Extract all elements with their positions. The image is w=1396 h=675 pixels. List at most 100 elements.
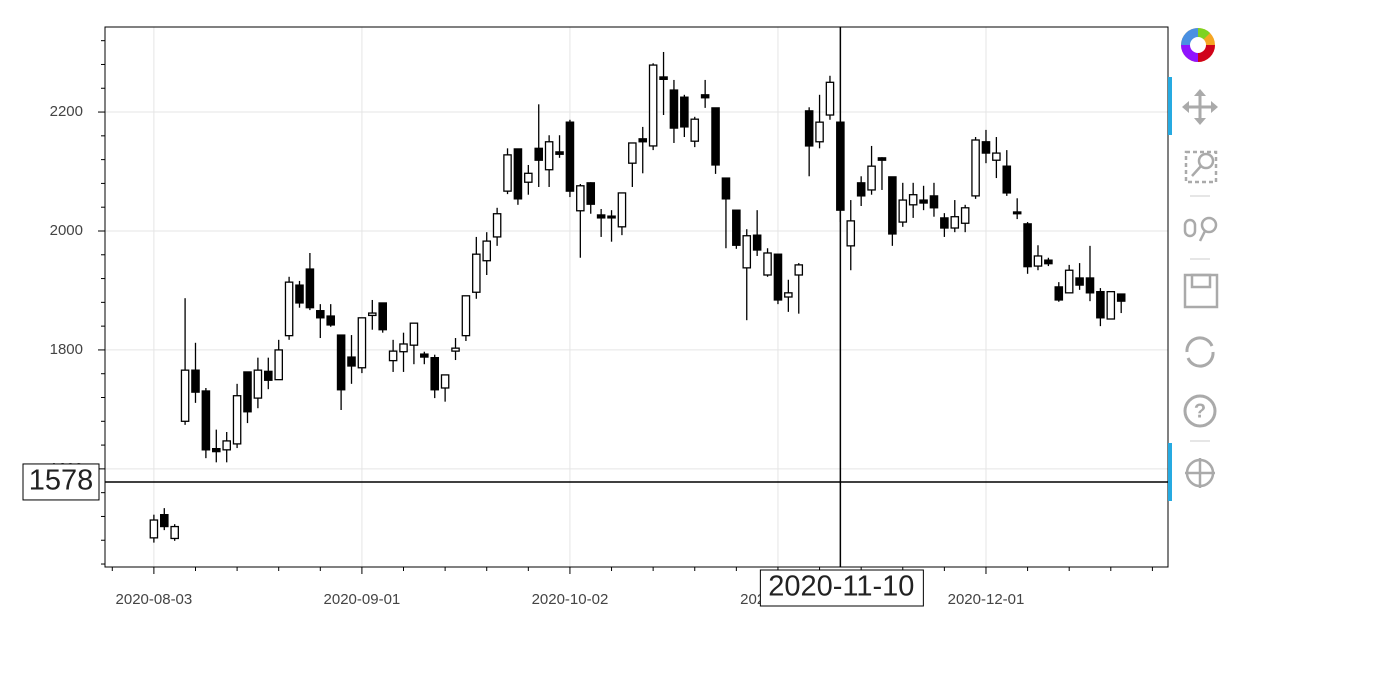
crosshair-y-label: 1578 — [29, 465, 94, 497]
candle-body — [253, 369, 263, 399]
axes: 16001800200022002020-08-032020-09-012020… — [50, 40, 1153, 608]
candle-body — [170, 525, 179, 540]
candle-body — [326, 315, 335, 326]
candle-body — [617, 192, 627, 228]
candle-body — [992, 152, 1001, 161]
candle-body — [877, 157, 887, 161]
reset-tool[interactable] — [1185, 336, 1215, 368]
wheel-zoom-tool[interactable] — [1183, 216, 1218, 242]
candle-body — [420, 353, 429, 358]
candle-body — [919, 199, 928, 204]
candle-body — [763, 252, 772, 276]
candle-body — [180, 369, 190, 422]
candle-body — [576, 185, 585, 212]
candle-body — [336, 334, 346, 391]
candle-body — [773, 253, 783, 301]
candle-body — [399, 343, 408, 353]
candle-body — [222, 440, 231, 451]
candle-body — [752, 234, 762, 251]
candle-body — [191, 369, 200, 393]
crosshair-x-label: 2020-11-10 — [768, 571, 914, 603]
candle-body — [856, 182, 866, 197]
candle-body — [378, 302, 388, 331]
candle-body — [524, 172, 533, 183]
candle-body — [461, 295, 471, 337]
candle-body — [1085, 277, 1095, 294]
y-tick-label: 2000 — [50, 222, 83, 239]
candle-body — [940, 217, 949, 229]
candle-body — [274, 349, 283, 381]
candle-body — [628, 142, 637, 164]
candle-body — [794, 264, 804, 276]
candle-body — [1096, 290, 1105, 319]
toolbar: ? — [1168, 28, 1219, 501]
candle-body — [1002, 165, 1012, 194]
candle-body — [440, 374, 450, 389]
candle-body — [555, 151, 564, 155]
candle-body — [669, 89, 679, 129]
candle-body — [898, 199, 908, 223]
candle-body — [960, 207, 970, 224]
candle-body — [451, 347, 460, 352]
candle-body — [638, 138, 648, 143]
candle-body — [971, 139, 980, 197]
candle-body — [295, 284, 304, 304]
candle-body — [159, 514, 169, 528]
box-zoom-tool[interactable] — [1184, 150, 1218, 184]
candle-body — [492, 213, 502, 238]
candle-body — [1075, 277, 1084, 286]
candle-body — [482, 240, 492, 262]
candle-body — [316, 310, 325, 319]
bokeh-logo — [1181, 28, 1215, 62]
candle-body — [357, 317, 367, 369]
candle-body — [908, 194, 918, 206]
candle-body — [711, 107, 720, 166]
crosshair: 1578 2020-11-10 — [22, 27, 1168, 607]
candle-body — [846, 220, 856, 247]
candle-body — [867, 165, 876, 191]
candle-body — [607, 215, 616, 219]
candle-body — [388, 350, 398, 362]
candle-body — [659, 76, 668, 80]
candle-body — [534, 147, 544, 161]
candle-body — [409, 322, 419, 346]
candle-body — [1044, 259, 1053, 265]
candle-body — [430, 357, 440, 391]
candle-body — [721, 177, 731, 200]
save-tool[interactable] — [1183, 273, 1219, 309]
candle-body — [700, 94, 710, 99]
candle-body — [1054, 286, 1064, 301]
crosshair-x-box — [759, 569, 924, 607]
active-indicator — [1168, 77, 1172, 135]
candle-body — [888, 176, 897, 235]
x-tick-label: 2020-09-01 — [324, 591, 401, 608]
candle-body — [472, 253, 481, 293]
candle-body — [1033, 255, 1043, 267]
candle-body — [1106, 290, 1116, 320]
candles — [149, 51, 1126, 543]
candle-body — [232, 395, 242, 445]
candle-body — [513, 148, 523, 200]
candle-body — [368, 312, 377, 317]
candle-body — [149, 519, 159, 539]
crosshair-tool[interactable] — [1185, 458, 1215, 488]
candle-body — [742, 235, 752, 269]
help-tool[interactable]: ? — [1183, 394, 1217, 428]
candle-body — [950, 216, 960, 229]
candle-body — [212, 448, 221, 453]
x-tick-label: 2020-10-02 — [532, 591, 609, 608]
candle-body — [690, 118, 700, 142]
candle-body — [1064, 269, 1074, 294]
candle-body — [732, 209, 741, 246]
candle-body — [825, 81, 835, 116]
candle-body — [804, 110, 814, 147]
y-tick-label: 2200 — [50, 103, 83, 120]
candle-body — [544, 141, 554, 171]
candle-body — [264, 370, 273, 381]
grid — [105, 27, 1168, 567]
x-tick-label: 2020-12-01 — [948, 591, 1025, 608]
candle-body — [347, 356, 356, 367]
pan-tool[interactable] — [1182, 89, 1218, 125]
crosshair-y-box — [22, 463, 100, 501]
